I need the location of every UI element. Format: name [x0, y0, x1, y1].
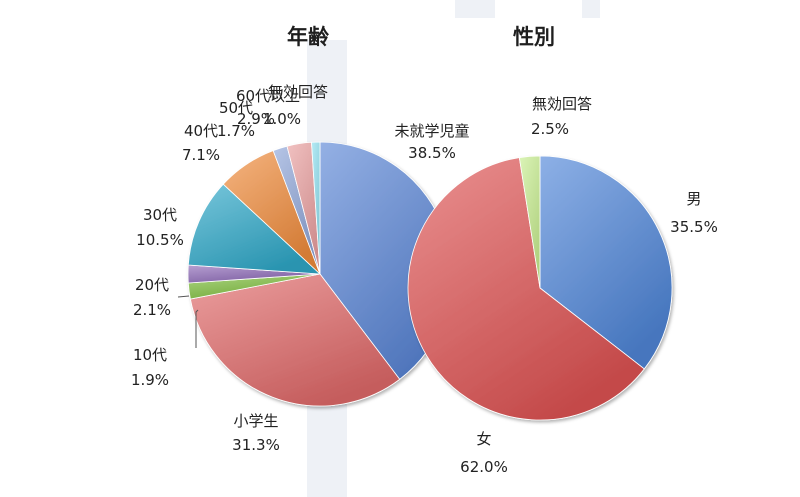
background-band	[455, 0, 495, 18]
age-pie-slice-4	[187, 183, 322, 275]
age-label-elementary-value: 31.3%	[232, 436, 280, 454]
gender-label-female-name: 女	[476, 430, 491, 448]
age-label-10s-value: 1.9%	[131, 371, 169, 389]
age-label-50s-name: 50代	[219, 99, 253, 117]
leader-line-20s	[177, 295, 190, 298]
gender-label-male-name: 男	[686, 190, 701, 208]
age-label-20s-name: 20代	[135, 276, 169, 294]
age-label-30s-value: 10.5%	[136, 231, 184, 249]
age-label-20s-value: 2.1%	[133, 301, 171, 319]
gender-pie-slice-0	[539, 155, 673, 370]
age-chart-title: 年齢	[287, 25, 330, 49]
age-label-60s-value: 2.9%	[237, 110, 275, 128]
age-label-invalid-value: 1.0%	[263, 110, 301, 128]
gender-pie-slice-1	[407, 157, 645, 421]
gender-label-male-value: 35.5%	[670, 218, 718, 236]
age-pie-slice-1	[189, 273, 401, 407]
gender-chart-title: 性別	[513, 25, 555, 49]
gender-pie-slice-2	[518, 155, 541, 289]
age-label-30s-name: 30代	[143, 206, 177, 224]
gender-label-invalid-value: 2.5%	[531, 120, 569, 138]
age-label-60s-name: 60代以上	[236, 87, 300, 105]
age-label-invalid-name: 無効回答	[268, 83, 328, 101]
gender-label-invalid-name: 無効回答	[532, 95, 592, 113]
leader-line-10s	[195, 309, 199, 348]
age-label-40s-name: 40代	[184, 122, 218, 140]
age-label-preschool-name: 未就学児童	[394, 122, 469, 140]
age-label-preschool-value: 38.5%	[408, 144, 456, 162]
background-band	[582, 0, 600, 18]
age-label-40s-value: 7.1%	[182, 146, 220, 164]
age-pie-slice-8	[311, 141, 321, 275]
age-label-50s-value: 1.7%	[217, 122, 255, 140]
gender-pie	[407, 155, 673, 421]
age-label-elementary-name: 小学生	[233, 412, 278, 430]
gender-label-female-value: 62.0%	[460, 458, 508, 476]
age-label-10s-name: 10代	[133, 346, 167, 364]
